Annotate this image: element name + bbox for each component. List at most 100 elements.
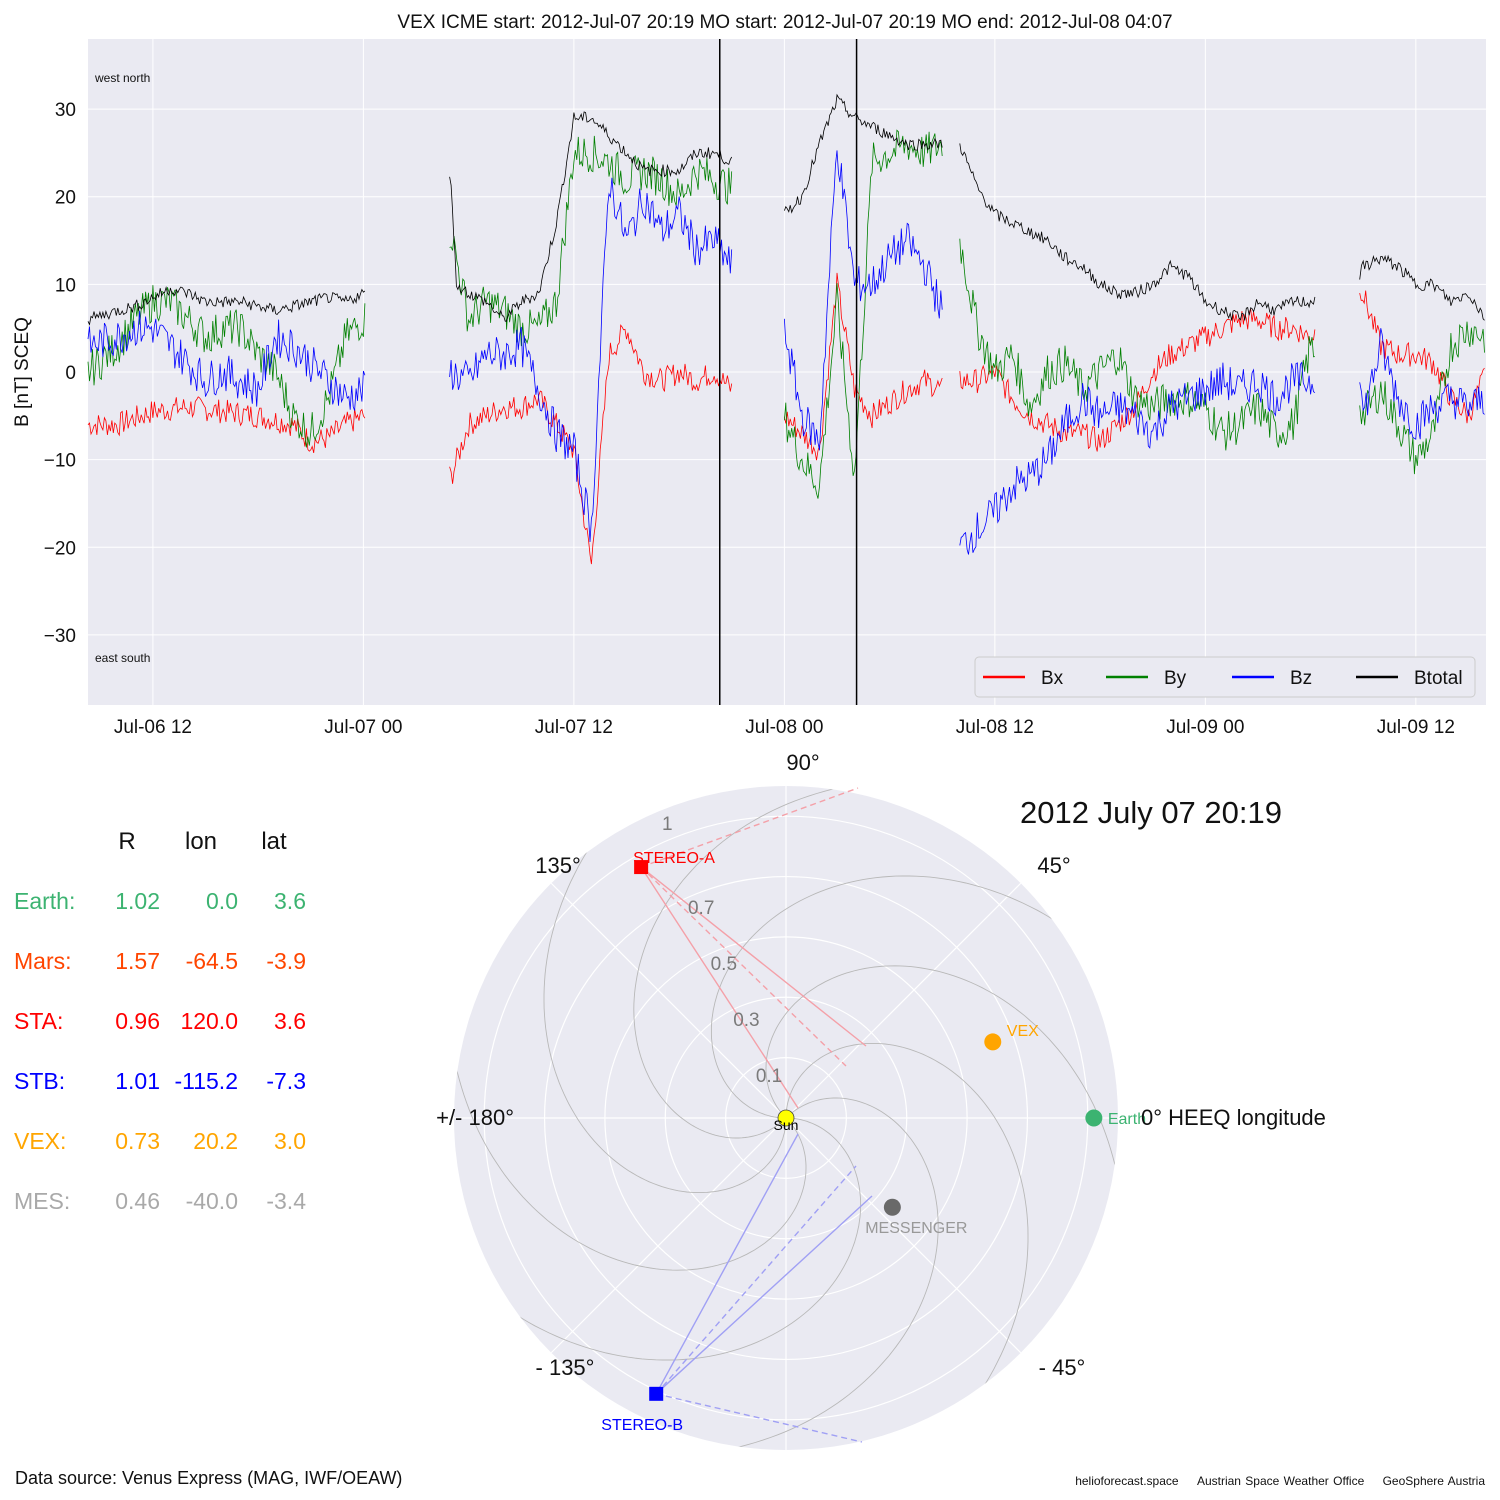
radial-tick-label: 0.3 [733, 1010, 759, 1031]
radial-tick-label: 0.1 [756, 1066, 782, 1087]
angular-gridline [550, 1117, 787, 1354]
x-tick-label: Jul-06 12 [114, 717, 192, 738]
parker-spiral [710, 875, 1118, 1119]
x-tick-label: Jul-09 00 [1166, 717, 1244, 738]
chart-title: VEX ICME start: 2012-Jul-07 20:19 MO sta… [397, 12, 1172, 33]
stereo-a-marker [634, 860, 649, 875]
earth-label: Earth [1108, 1111, 1146, 1128]
position-name: VEX: [14, 1128, 67, 1154]
series-by [87, 129, 1485, 499]
position-table-header: R lon lat [14, 828, 314, 888]
position-lat: -7.3 [266, 1068, 306, 1094]
credit-aswo: Austrian Space Weather Office [1196, 1474, 1365, 1488]
radial-tick-label: 0.5 [711, 954, 737, 975]
parker-spiral [785, 1042, 1029, 1450]
x-tick-label: Jul-08 12 [956, 717, 1034, 738]
stereo-b-view-line [655, 1195, 873, 1395]
credit-helioforecast: helioforecast.space [1075, 1474, 1179, 1488]
y-tick-label: 20 [55, 188, 76, 209]
stereo-b-view-line-dashed [655, 1165, 857, 1395]
position-row: MES: 0.46 -40.0 -3.4 [14, 1188, 314, 1248]
legend-label-bz: Bz [1290, 668, 1312, 689]
data-source-note: Data source: Venus Express (MAG, IWF/OEA… [15, 1468, 403, 1488]
angle-label: - 45° [1039, 1355, 1086, 1380]
position-lat: 3.6 [274, 888, 306, 914]
vex-label: VEX [1007, 1023, 1039, 1040]
parker-spiral [543, 786, 787, 1194]
position-lat: -3.9 [266, 948, 306, 974]
position-name: Mars: [14, 948, 72, 974]
legend-label-by: By [1164, 668, 1187, 689]
position-row: STA: 0.96 120.0 3.6 [14, 1008, 314, 1068]
position-r: 1.02 [115, 888, 160, 914]
y-axis-label: B [nT] SCEQ [12, 317, 33, 427]
angle-label: 45° [1037, 853, 1070, 878]
stereo-b-label: STEREO-B [601, 1417, 683, 1434]
position-r: 0.46 [115, 1188, 160, 1214]
legend-label-btotal: Btotal [1414, 668, 1463, 689]
stereo-b-marker [649, 1386, 664, 1401]
stereo-a-view-line [640, 866, 867, 1047]
header-lon: lon [184, 828, 218, 855]
y-tick-label: 30 [55, 100, 76, 121]
angle-label: 135° [535, 853, 581, 878]
parker-spiral [454, 907, 807, 1271]
annotation-east-south: east south [95, 651, 150, 665]
y-tick-label: 10 [55, 275, 76, 296]
radial-tick-label: 0.7 [688, 898, 714, 919]
position-name: MES: [14, 1188, 71, 1214]
position-r: 0.96 [115, 1008, 160, 1034]
position-lat: 3.0 [274, 1128, 306, 1154]
position-row: STB: 1.01 -115.2 -7.3 [14, 1068, 314, 1128]
parker-spiral [765, 965, 1118, 1329]
y-tick-label: −10 [44, 451, 76, 472]
y-tick-label: −20 [44, 538, 76, 559]
legend-label-bx: Bx [1041, 668, 1064, 689]
position-r: 0.73 [115, 1128, 160, 1154]
sun-label: Sun [774, 1117, 799, 1133]
y-tick-label: −30 [44, 626, 76, 647]
series-bz [87, 150, 1485, 555]
series-btotal [87, 93, 1485, 326]
angle-label: +/- 180° [436, 1105, 514, 1130]
stereo-a-view-line [640, 866, 799, 1109]
header-r: R [118, 828, 136, 855]
angle-label: 90° [786, 750, 819, 775]
credit-geosphere: GeoSphere Austria [1382, 1474, 1485, 1488]
position-row: VEX: 0.73 20.2 3.0 [14, 1128, 314, 1188]
annotation-west-north: west north [94, 71, 150, 85]
angle-label: - 135° [536, 1355, 595, 1380]
x-tick-label: Jul-07 12 [535, 717, 613, 738]
parker-spiral [633, 786, 997, 1139]
position-lat: 3.6 [274, 1008, 306, 1034]
earth-marker [1085, 1109, 1103, 1127]
messenger-marker [883, 1198, 901, 1216]
angular-gridline [785, 1117, 1022, 1354]
x-tick-label: Jul-09 12 [1377, 717, 1455, 738]
y-tick-label: 0 [65, 363, 76, 384]
radial-tick-label: 1 [662, 814, 673, 835]
position-name: Earth: [14, 888, 76, 914]
position-lon: 120.0 [180, 1008, 238, 1034]
position-lon: -115.2 [174, 1068, 238, 1094]
stereo-a-view-line-dashed [640, 866, 847, 1067]
snapshot-date: 2012 July 07 20:19 [1020, 795, 1282, 830]
x-tick-label: Jul-07 00 [324, 717, 402, 738]
position-r: 1.57 [115, 948, 160, 974]
position-lon: 20.2 [193, 1128, 238, 1154]
header-lat: lat [261, 828, 287, 855]
angular-gridline [785, 882, 1022, 1119]
parker-spiral [575, 1097, 939, 1450]
stereo-b-view-line [655, 1133, 799, 1395]
angle-label: 0° HEEQ longitude [1141, 1105, 1326, 1130]
position-name: STA: [14, 1008, 64, 1034]
heliosphere-polar-plot: 0.1 0.3 0.5 0.7 1 Sun Earth VEX MESSENGER STEREO… [436, 750, 1326, 1450]
x-tick-label: Jul-08 00 [745, 717, 823, 738]
vex-marker [984, 1033, 1002, 1051]
stereo-a-view-line-dashed [640, 787, 859, 868]
legend: Bx By Bz Btotal [974, 656, 1476, 698]
sun-marker [777, 1109, 795, 1127]
position-lon: -64.5 [185, 948, 238, 974]
position-r: 1.01 [115, 1068, 160, 1094]
parker-spiral [454, 1117, 862, 1361]
